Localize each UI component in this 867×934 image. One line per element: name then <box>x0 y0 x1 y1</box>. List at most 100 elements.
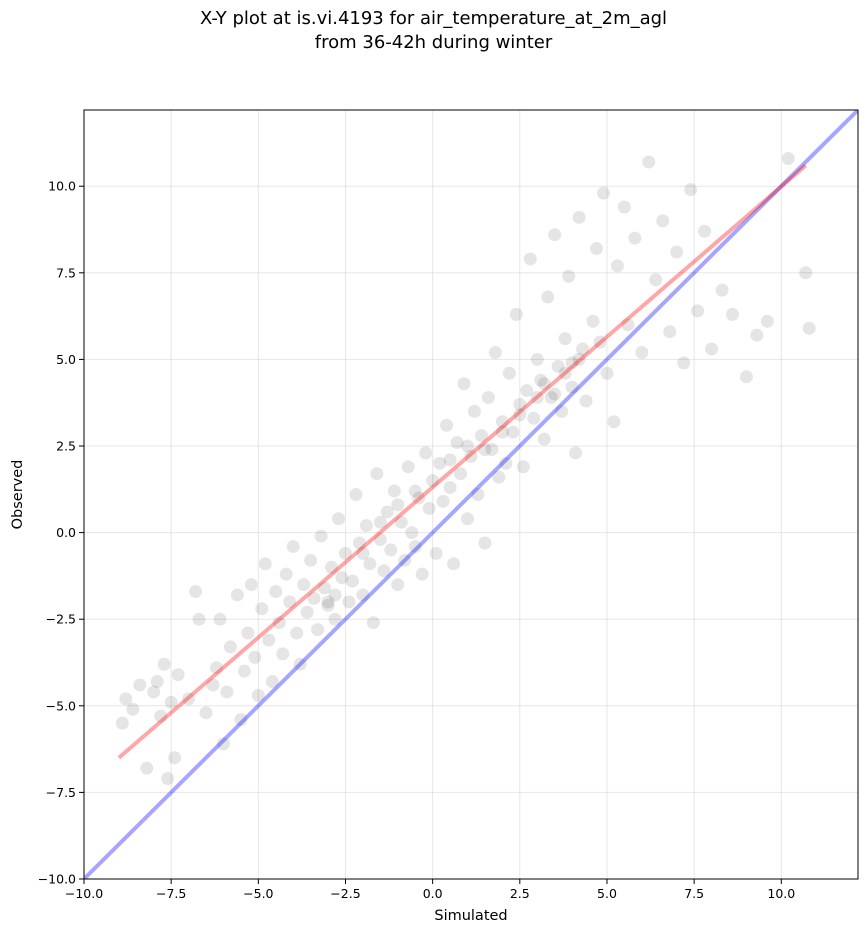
scatter-point <box>380 505 394 519</box>
scatter-point <box>725 307 739 321</box>
scatter-point <box>189 584 203 598</box>
scatter-point <box>269 584 283 598</box>
scatter-point <box>516 460 530 474</box>
scatter-point <box>234 713 248 727</box>
y-tick-label: −5.0 <box>46 698 76 713</box>
y-tick-label: −2.5 <box>46 612 76 627</box>
scatter-point <box>534 373 548 387</box>
scatter-point <box>356 546 370 560</box>
scatter-point <box>600 366 614 380</box>
scatter-point <box>244 578 258 592</box>
scatter-point <box>454 467 468 481</box>
scatter-point <box>209 661 223 675</box>
x-tick-label: 2.5 <box>510 886 530 901</box>
scatter-point <box>401 460 415 474</box>
scatter-point <box>258 557 272 571</box>
x-axis-label: Simulated <box>434 908 507 924</box>
scatter-point <box>621 318 635 332</box>
scatter-point <box>133 678 147 692</box>
linear-fit-line <box>117 163 808 760</box>
scatter-point <box>691 304 705 318</box>
scatter-point <box>391 498 405 512</box>
scatter-point <box>359 519 373 533</box>
scatter-point <box>471 488 485 501</box>
scatter-point <box>321 598 335 612</box>
scatter-point <box>478 536 492 550</box>
scatter-point <box>325 560 339 574</box>
scatter-point <box>576 342 590 356</box>
scatter-points <box>115 151 816 786</box>
scatter-point <box>387 484 401 498</box>
scatter-point <box>617 200 631 214</box>
y-tick-label: 5.0 <box>56 352 76 367</box>
scatter-point <box>237 664 251 678</box>
scatter-point <box>523 252 537 266</box>
scatter-point <box>206 678 220 692</box>
scatter-point <box>370 467 384 481</box>
scatter-point <box>569 446 583 460</box>
scatter-point <box>481 391 495 405</box>
scatter-point <box>537 432 551 446</box>
y-tick-label: 2.5 <box>56 439 76 454</box>
scatter-point <box>433 456 447 470</box>
scatter-point <box>373 515 387 529</box>
scatter-point <box>164 695 178 709</box>
scatter-point <box>781 151 795 165</box>
scatter-point <box>366 616 380 630</box>
scatter-point <box>502 366 516 380</box>
y-tick-label: 0.0 <box>56 525 76 540</box>
scatter-point <box>447 557 461 571</box>
reference-lines <box>84 110 858 879</box>
scatter-point <box>565 356 579 370</box>
scatter-point <box>119 692 133 706</box>
scatter-point <box>739 370 753 384</box>
scatter-point <box>300 605 314 619</box>
y-tick-label: −10.0 <box>38 872 76 887</box>
scatter-point <box>705 342 719 356</box>
scatter-point <box>551 359 565 373</box>
x-tick-label: −2.5 <box>330 886 360 901</box>
scatter-point <box>513 397 527 411</box>
scatter-point <box>802 321 816 335</box>
scatter-point <box>318 581 332 595</box>
scatter-point <box>450 436 464 450</box>
scatter-point <box>635 345 649 359</box>
scatter-point <box>419 446 433 460</box>
scatter-point <box>220 685 234 699</box>
scatter-point <box>443 453 457 467</box>
scatter-point <box>150 675 164 689</box>
scatter-point <box>656 214 670 228</box>
scatter-point <box>799 266 813 280</box>
scatter-point <box>461 439 475 453</box>
scatter-point <box>513 408 527 422</box>
scatter-point <box>509 307 523 321</box>
scatter-point <box>565 380 579 394</box>
plot-frame <box>83 109 859 880</box>
scatter-point <box>440 418 454 432</box>
x-tick-label: 0.0 <box>423 886 443 901</box>
scatter-point <box>384 543 398 557</box>
x-tick-label: 5.0 <box>597 886 617 901</box>
scatter-point <box>642 155 656 169</box>
scatter-point <box>530 391 544 405</box>
y-axis-ticks: −10.0 −7.5 −5.0 −2.5 0.0 2.5 5.0 7.5 10.0 <box>38 179 84 887</box>
scatter-point <box>216 737 230 751</box>
scatter-point <box>663 325 677 339</box>
y-tick-label: 7.5 <box>56 265 76 280</box>
scatter-point <box>304 553 318 567</box>
scatter-point <box>290 626 304 640</box>
scatter-point <box>182 692 196 706</box>
scatter-point <box>373 533 387 547</box>
scatter-point <box>457 377 471 391</box>
scatter-point <box>377 564 391 578</box>
scatter-point <box>276 647 290 661</box>
scatter-point <box>572 210 586 224</box>
scatter-point <box>115 716 129 730</box>
scatter-point <box>537 377 551 391</box>
scatter-point <box>579 394 593 408</box>
scatter-point <box>332 512 346 526</box>
scatter-point <box>408 539 422 553</box>
scatter-point <box>286 539 300 553</box>
scatter-point <box>474 429 488 443</box>
scatter-point <box>262 633 276 647</box>
